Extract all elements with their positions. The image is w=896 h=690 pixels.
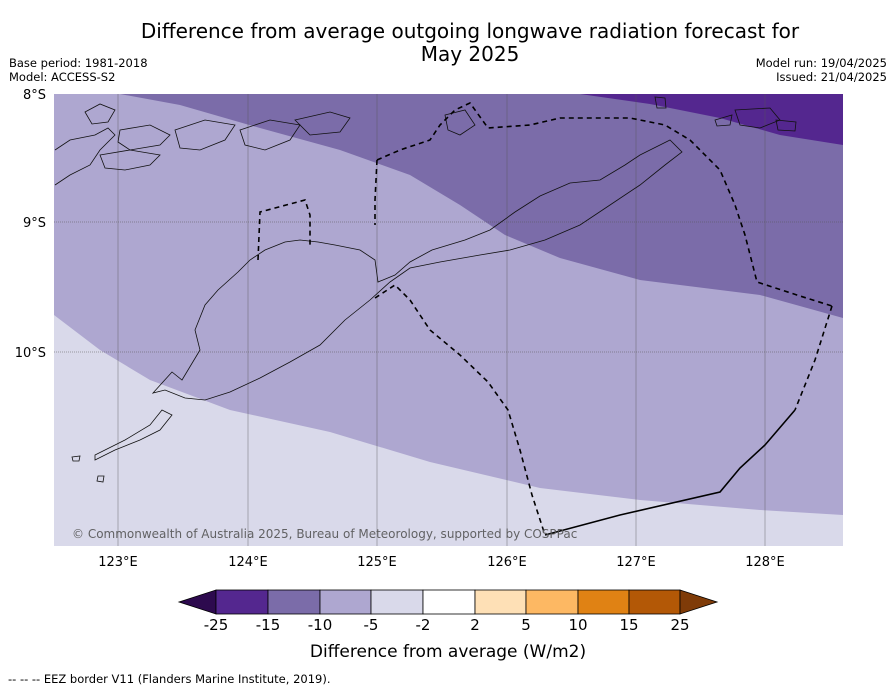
eez-border-south-solid	[544, 409, 796, 536]
colorbar-segment-1	[215, 589, 269, 615]
map-panel[interactable]: © Commonwealth of Australia 2025, Bureau…	[54, 94, 843, 546]
graticule-lon	[117, 94, 766, 546]
eez-border-north	[376, 101, 833, 307]
model-run: Model run: 19/04/2025	[755, 56, 887, 70]
cb-tick: 5	[521, 616, 531, 634]
cb-tick: 15	[619, 616, 638, 634]
eez-borders	[257, 101, 833, 536]
cb-tick: -10	[308, 616, 333, 634]
pantar-coastline	[54, 127, 116, 186]
island-b-coastline	[99, 149, 161, 171]
model-name: Model: ACCESS-S2	[9, 70, 116, 84]
savu-coastline	[71, 455, 81, 462]
alor-east-coastline	[294, 111, 351, 136]
colorbar-segment-9	[628, 589, 681, 615]
cb-tick: -5	[364, 616, 379, 634]
coastlines	[54, 96, 797, 483]
colorbar-ticks: -25 -15 -10 -5 -2 2 5 10 15 25	[204, 616, 690, 634]
lon-label-126e: 126°E	[487, 555, 527, 570]
island-f-coastline	[734, 107, 781, 129]
lat-label-9s: 9°S	[23, 216, 46, 231]
ndao-coastline	[96, 475, 105, 483]
lon-label-124e: 124°E	[228, 555, 268, 570]
colorbar-extend-max	[679, 589, 719, 615]
meta-left: Base period: 1981-2018 Model: ACCESS-S2	[9, 56, 148, 84]
longitude-labels: 123°E 124°E 125°E 126°E 127°E 128°E	[98, 555, 785, 570]
colorbar-segment-3	[319, 589, 372, 615]
map-title-line1: Difference from average outgoing longwav…	[140, 19, 800, 43]
eez-border-oecusse	[257, 199, 311, 261]
map-title: Difference from average outgoing longwav…	[0, 20, 896, 66]
colorbar-segment-4	[370, 589, 424, 615]
latitude-labels: 8°S 9°S 10°S	[15, 88, 46, 361]
colorbar-segment-5	[422, 589, 476, 615]
alor-coastline	[239, 119, 301, 151]
atauro-coastline	[444, 109, 476, 136]
graticule	[54, 221, 843, 353]
lat-label-8s: 8°S	[23, 88, 46, 103]
anomaly-band-dark	[120, 94, 843, 318]
island-g-coastline	[775, 119, 797, 132]
eez-border-east	[794, 305, 833, 411]
colorbar-extend-min	[177, 589, 217, 615]
timor-coastline	[151, 139, 683, 401]
cb-tick: 10	[568, 616, 587, 634]
cb-tick: 25	[670, 616, 689, 634]
base-period: Base period: 1981-2018	[9, 56, 148, 70]
copyright-notice: © Commonwealth of Australia 2025, Bureau…	[72, 527, 577, 541]
colorbar-segment-7	[525, 589, 579, 615]
lon-label-125e: 125°E	[357, 555, 397, 570]
meta-right: Model run: 19/04/2025 Issued: 21/04/2025	[756, 56, 887, 84]
colorbar-label: Difference from average (W/m2)	[310, 642, 586, 662]
colorbar-segment-8	[577, 589, 630, 615]
anomaly-band-darkest	[580, 94, 843, 145]
wetar-west-coastline	[654, 96, 667, 109]
lat-label-10s: 10°S	[15, 346, 46, 361]
colorbar-segment-6	[474, 589, 527, 615]
cb-tick: -25	[204, 616, 229, 634]
colorbar	[177, 589, 719, 615]
colorbar-segment-2	[267, 589, 321, 615]
lon-label-128e: 128°E	[745, 555, 785, 570]
island-e-coastline	[714, 114, 733, 127]
cb-tick: -15	[256, 616, 281, 634]
island-c-coastline	[174, 119, 236, 151]
island-d-coastline	[84, 103, 116, 125]
map-title-line2: May 2025	[420, 42, 520, 66]
issued-date: Issued: 21/04/2025	[776, 70, 887, 84]
rote-coastline	[94, 409, 173, 461]
cb-tick: 2	[470, 616, 480, 634]
eez-border-land	[374, 283, 546, 536]
cb-tick: -2	[416, 616, 431, 634]
island-a-coastline	[117, 124, 171, 151]
lon-label-127e: 127°E	[616, 555, 656, 570]
lon-label-123e: 123°E	[98, 555, 138, 570]
eez-legend-footer: -- -- -- EEZ border V11 (Flanders Marine…	[8, 672, 331, 686]
eez-border-oecusse-west	[374, 159, 378, 225]
